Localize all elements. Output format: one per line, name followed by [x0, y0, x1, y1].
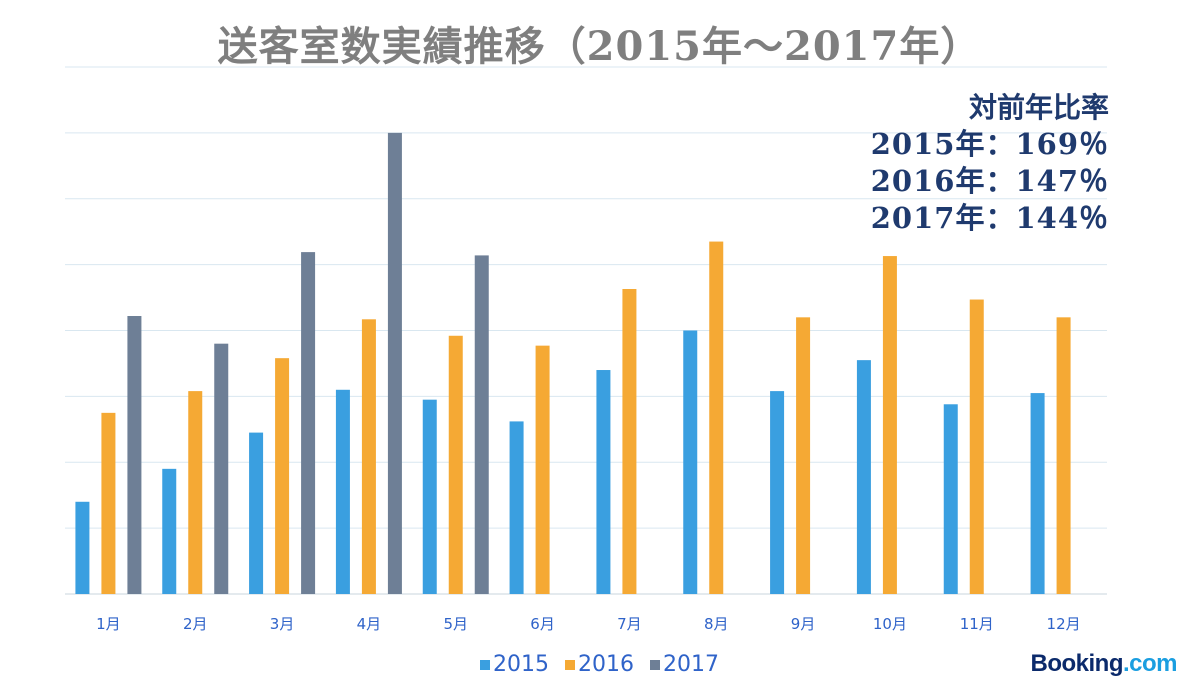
bar-2016-m7 [622, 288, 637, 594]
x-tick-label-m12: 12月 [1047, 615, 1081, 633]
bar-2015-m11 [943, 404, 958, 594]
bar-2015-m2 [162, 468, 177, 594]
bar-2016-m4 [361, 319, 376, 594]
bar-2016-m10 [882, 256, 897, 594]
legend-swatch-2015 [480, 659, 490, 670]
bar-2015-m4 [335, 389, 350, 594]
bar-2017-m1 [127, 316, 142, 594]
bar-2016-m6 [535, 345, 550, 594]
bar-2016-m1 [101, 412, 116, 594]
x-tick-label-m7: 7月 [617, 615, 642, 633]
bar-2015-m3 [249, 432, 264, 594]
legend-label-2016: 2016 [578, 652, 634, 677]
legend-item-2016: 2016 [565, 652, 634, 677]
bar-2016-m12 [1056, 317, 1071, 594]
chart-legend: 2015 2016 2017 [0, 652, 1199, 677]
legend-item-2017: 2017 [650, 652, 719, 677]
bar-2016-m9 [796, 317, 811, 594]
x-tick-label-m1: 1月 [96, 615, 121, 633]
x-tick-label-m8: 8月 [704, 615, 729, 633]
bar-2015-m12 [1030, 393, 1045, 594]
x-tick-label-m2: 2月 [183, 615, 208, 633]
bar-2015-m7 [596, 370, 611, 594]
bar-2016-m3 [275, 358, 290, 594]
bar-2015-m8 [683, 330, 698, 594]
yoy-line-2017: 2017年：144％ [870, 201, 1109, 235]
x-tick-label-m10: 10月 [873, 615, 907, 633]
x-tick-label-m5: 5月 [443, 615, 468, 633]
x-tick-label-m6: 6月 [530, 615, 555, 633]
bar-2017-m5 [474, 255, 489, 594]
legend-swatch-2017 [650, 659, 660, 670]
legend-swatch-2016 [565, 659, 575, 670]
yoy-ratio-box: 対前年比率 2015年：169％ 2016年：147％ 2017年：144％ [871, 90, 1109, 237]
bar-2015-m10 [856, 360, 871, 594]
chart-title: 送客室数実績推移（2015年〜2017年） [217, 23, 982, 70]
yoy-title: 対前年比率 [968, 91, 1109, 124]
bar-2015-m5 [422, 399, 437, 594]
bar-chart-plot: 1月 2月 3月 4月 5月 6月 7月 8月 9月 10月 11月 12月 [65, 66, 1107, 633]
bar-2016-m5 [448, 335, 463, 594]
yoy-line-2015: 2015年：169％ [870, 127, 1109, 161]
brand-suffix: .com [1122, 650, 1178, 677]
bar-2015-m9 [770, 391, 785, 594]
bar-2017-m2 [214, 343, 229, 594]
bar-2015-m1 [75, 501, 90, 594]
legend-label-2017: 2017 [663, 652, 719, 677]
x-tick-label-m9: 9月 [791, 615, 816, 633]
legend-label-2015: 2015 [493, 652, 549, 677]
booking-logo: Booking.com [1030, 650, 1177, 678]
bar-2017-m3 [301, 252, 316, 594]
bar-2017-m4 [387, 132, 402, 594]
x-tick-label-m11: 11月 [960, 615, 994, 633]
bar-2016-m11 [969, 299, 984, 594]
brand-name: Booking [1030, 650, 1123, 677]
legend-item-2015: 2015 [480, 652, 549, 677]
bar-2016-m8 [709, 241, 724, 594]
x-tick-label-m4: 4月 [357, 615, 382, 633]
x-tick-label-m3: 3月 [270, 615, 295, 633]
bar-2016-m2 [188, 391, 203, 594]
yoy-line-2016: 2016年：147％ [870, 164, 1109, 198]
bar-2015-m6 [509, 421, 524, 594]
